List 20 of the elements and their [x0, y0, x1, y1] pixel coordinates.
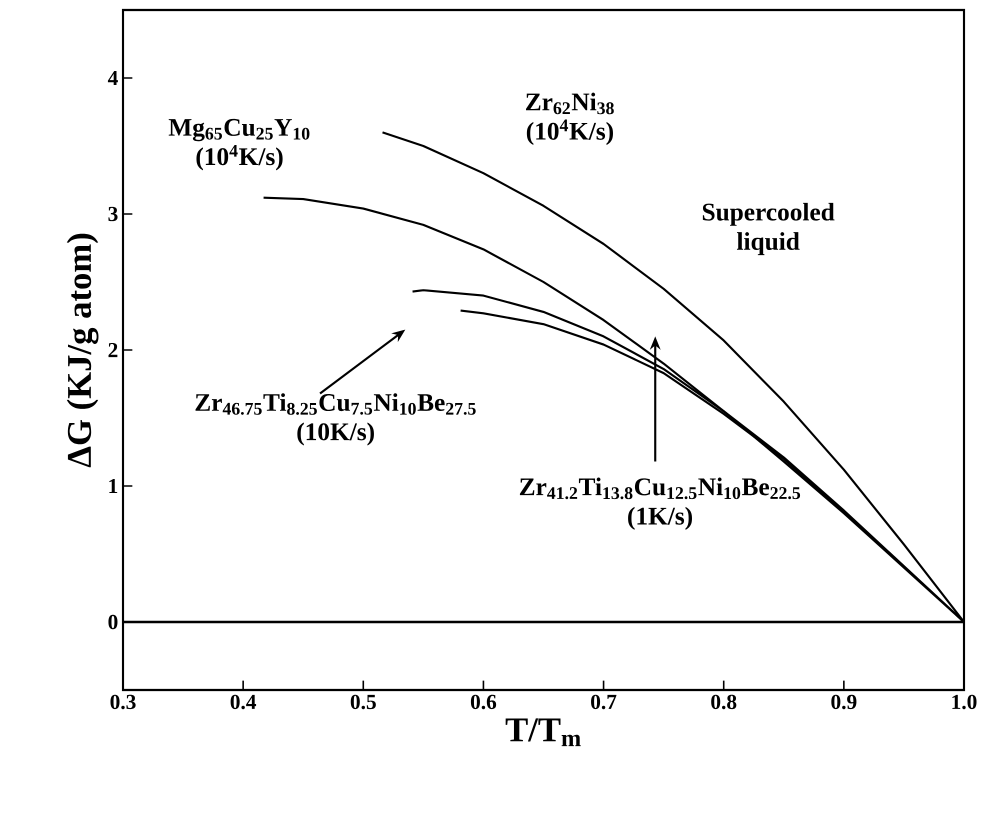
x-tick-label: 0.5	[350, 694, 376, 710]
x-tick-label: 0.4	[230, 694, 256, 710]
x-tick-label: 0.3	[110, 694, 136, 710]
x-tick-label: 1.0	[952, 694, 977, 710]
x-axis-title: T/T$_{m}$	[506, 718, 581, 746]
y-tick-label: 1	[109, 478, 118, 494]
x-tick-label: 0.7	[591, 694, 616, 710]
y-tick-label: 4	[108, 70, 118, 86]
y-tick-label: 0	[108, 614, 118, 630]
text: Zr$_{41.2}$Ti$_{13.8}$Cu$_{12.5}$Ni$_{10}$Be$_{22.5}$ (1K/s)	[520, 478, 800, 530]
y-tick-label: 2	[108, 342, 118, 358]
x-tick-label: 0.8	[711, 694, 736, 710]
text: Zr$_{62}$Ni$_{38}$ (10$^{4}$K/s)	[526, 92, 614, 145]
annotation: Supercooled liquid	[702, 202, 835, 256]
text: Mg$_{65}$Cu$_{25}$Y$_{10}$ (10$^{4}$K/s)	[168, 118, 310, 170]
text: Zr$_{46.75}$Ti$_{8.25}$Cu$_{7.5}$Ni$_{10}$Be$_{27.5}$ (10K/s)	[196, 393, 476, 446]
y-axis-title: ΔG (KJ/g atom)	[66, 234, 98, 468]
y-tick-label: 3	[108, 206, 118, 222]
x-tick-label: 0.6	[470, 694, 496, 710]
x-tick-label: 0.9	[831, 694, 856, 710]
